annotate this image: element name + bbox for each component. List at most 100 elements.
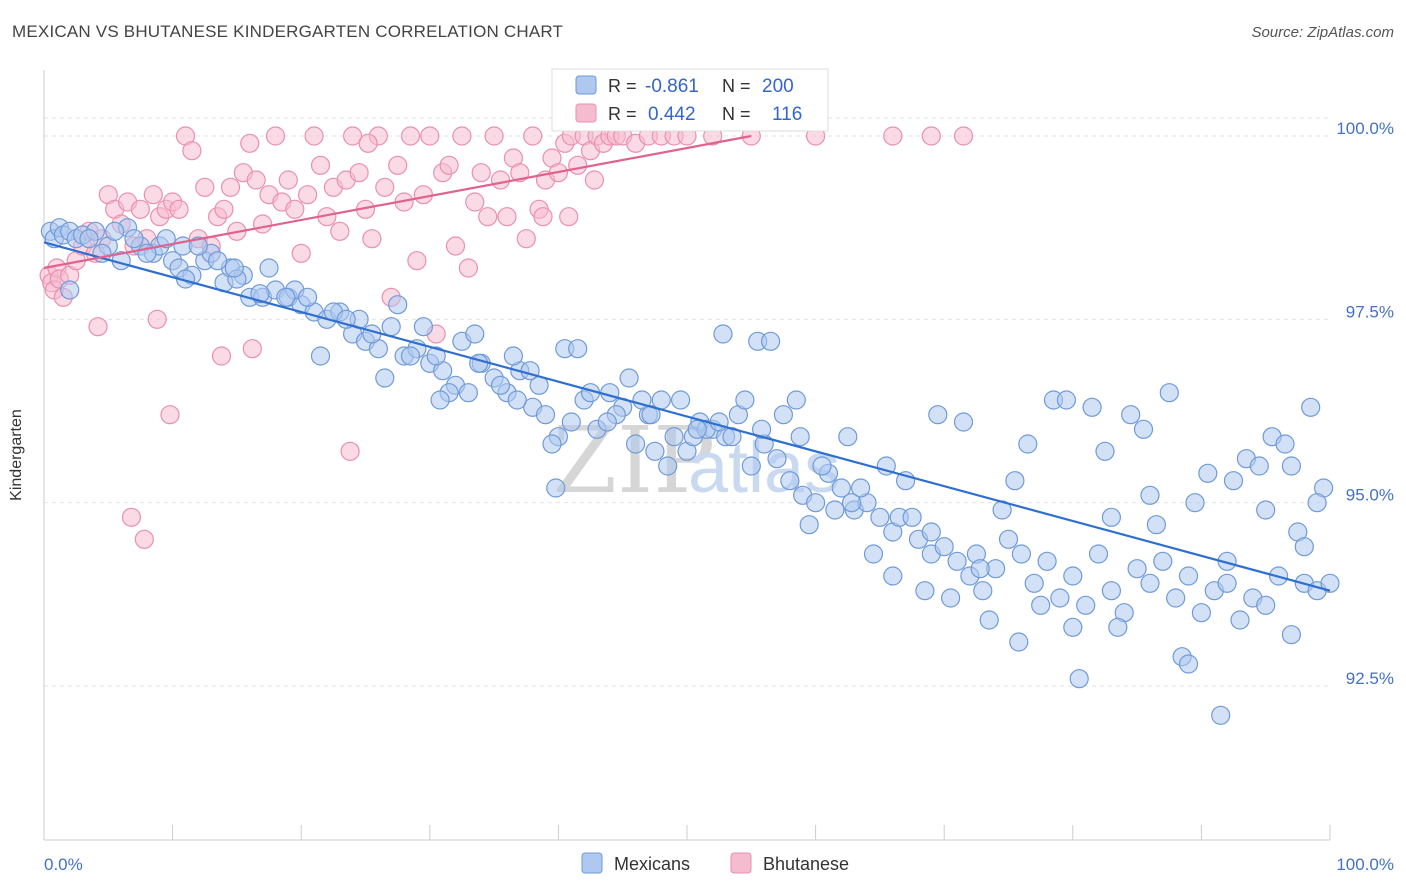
mexicans-point-199 — [400, 346, 421, 366]
mexicans-point-64 — [780, 471, 800, 491]
bhutanese-point-69 — [465, 192, 485, 212]
legend-stats: R = -0.861 N = 200 R = 0.442 N = 116 — [551, 68, 829, 132]
legend-swatch-bhutanese — [575, 103, 597, 123]
axes — [43, 70, 1331, 841]
mexicans-point-223 — [1294, 537, 1314, 557]
bhutanese-point-102 — [921, 126, 941, 146]
mexicans-point-140 — [709, 412, 729, 432]
mexicans-point-184 — [1275, 434, 1295, 454]
bhutanese-point-55 — [375, 177, 395, 197]
bhutanese-point-57 — [388, 155, 408, 175]
mexicans-point-126 — [503, 346, 524, 366]
mexicans-point-77 — [947, 551, 967, 571]
mexicans-point-61 — [741, 456, 761, 476]
bhutanese-point-45 — [310, 155, 331, 175]
legend-n-value-mexicans: 200 — [762, 76, 794, 97]
mexicans-point-128 — [542, 434, 562, 454]
mexicans-point-135 — [645, 441, 665, 461]
bhutanese-point-66 — [445, 236, 466, 256]
mexicans-trend-line — [43, 241, 1331, 592]
mexicans-point-149 — [825, 500, 845, 520]
mexicans-point-47 — [561, 412, 581, 432]
mexicans-point-93 — [1153, 551, 1173, 571]
mexicans-point-207 — [687, 419, 707, 439]
bhutanese-point-65 — [439, 155, 459, 175]
bhutanese-point-115 — [584, 170, 605, 190]
mexicans-point-76 — [934, 537, 954, 557]
y-tick-label-2: 95.0% — [1346, 486, 1394, 505]
bhutanese-point-106 — [134, 529, 154, 549]
mexicans-point-103 — [1281, 625, 1302, 645]
mexicans-point-170 — [1095, 441, 1115, 461]
mexicans-point-150 — [838, 427, 858, 447]
mexicans-point-118 — [375, 368, 395, 388]
mexicans-point-45 — [535, 405, 556, 425]
mexicans-point-189 — [105, 221, 125, 241]
bhutanese-point-103 — [953, 126, 974, 146]
mexicans-point-33 — [381, 317, 401, 337]
mexicans-point-120 — [413, 317, 433, 337]
mexicans-point-96 — [1191, 603, 1212, 623]
bhutanese-point-108 — [160, 405, 180, 425]
bhutanese-point-68 — [458, 258, 478, 278]
mexicans-point-180 — [1223, 471, 1244, 491]
mexicans-point-111 — [208, 251, 228, 271]
mexicans-point-125 — [490, 375, 511, 395]
mexicans-point-177 — [1185, 493, 1205, 513]
mexicans-point-86 — [1063, 566, 1083, 586]
mexicans-point-214 — [970, 559, 990, 579]
mexicans-point-142 — [735, 390, 755, 410]
mexicans-point-209 — [751, 419, 772, 439]
legend-series: Mexicans Bhutanese — [581, 852, 849, 874]
legend-swatch-mexicans — [575, 75, 597, 95]
legend-item-mexicans: Mexicans — [614, 854, 690, 874]
mexicans-point-82 — [1011, 544, 1032, 564]
mexicans-point-168 — [1069, 669, 1089, 689]
bhutanese-point-107 — [147, 309, 167, 329]
mexicans-point-205 — [597, 412, 617, 432]
mexicans-point-137 — [670, 390, 691, 410]
mexicans-point-182 — [1249, 456, 1269, 476]
bhutanese-point-104 — [88, 317, 108, 337]
legend-item-mexicans-swatch — [581, 852, 603, 874]
mexicans-point-192 — [188, 236, 208, 256]
legend-n-value-bhutanese: 116 — [772, 104, 802, 125]
mexicans-point-179 — [1211, 705, 1231, 725]
legend-n-label-bhutanese: N = — [722, 104, 751, 124]
legend-r-value-mexicans: -0.861 — [645, 76, 699, 97]
bhutanese-point-51 — [349, 163, 369, 183]
mexicans-point-52 — [625, 434, 646, 454]
bhutanese-point-34 — [240, 133, 260, 153]
bhutanese-point-17 — [130, 199, 150, 219]
mexicans-point-172 — [1121, 405, 1141, 425]
mexicans-point-88 — [1088, 544, 1109, 564]
mexicans-points — [40, 218, 1340, 725]
mexicans-point-174 — [1146, 515, 1167, 535]
bhutanese-point-48 — [330, 221, 350, 241]
bhutanese-point-77 — [516, 229, 536, 249]
mexicans-point-167 — [1056, 390, 1077, 410]
mexicans-point-109 — [156, 229, 176, 249]
mexicans-point-39 — [458, 383, 478, 403]
legend-n-label-mexicans: N = — [722, 76, 751, 96]
chart-source: Source: ZipAtlas.com — [1251, 24, 1394, 41]
mexicans-point-159 — [953, 412, 974, 432]
bhutanese-point-53 — [362, 229, 382, 249]
mexicans-point-91 — [1127, 559, 1147, 579]
mexicans-point-147 — [799, 515, 819, 535]
mexicans-point-115 — [310, 346, 331, 366]
bhutanese-point-74 — [497, 207, 517, 227]
bhutanese-point-19 — [143, 185, 163, 205]
mexicans-point-50 — [600, 383, 620, 403]
mexicans-point-169 — [1082, 397, 1102, 417]
mexicans-point-66 — [805, 493, 826, 513]
bhutanese-point-101 — [883, 126, 903, 146]
bhutanese-point-113 — [533, 207, 553, 227]
mexicans-point-94 — [1166, 588, 1186, 608]
bhutanese-point-38 — [265, 126, 286, 146]
mexicans-point-92 — [1140, 573, 1160, 593]
mexicans-point-165 — [1031, 595, 1051, 615]
mexicans-point-85 — [1050, 588, 1070, 608]
mexicans-point-171 — [1108, 617, 1128, 637]
mexicans-point-222 — [1281, 456, 1302, 476]
